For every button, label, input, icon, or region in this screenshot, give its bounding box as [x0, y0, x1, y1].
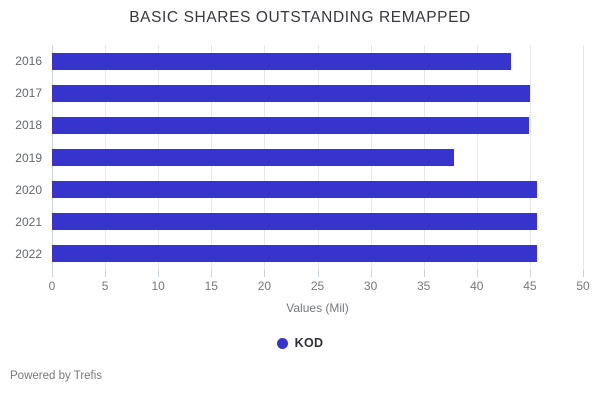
- legend-marker-icon: [276, 337, 288, 349]
- x-tick-label: 35: [417, 279, 431, 293]
- bar-2020[interactable]: [52, 181, 538, 199]
- axis-tick: [476, 270, 478, 277]
- bar-2022[interactable]: [52, 245, 538, 263]
- x-tick-label: 25: [310, 279, 325, 293]
- plot-area: [52, 45, 584, 277]
- axis-tick: [423, 270, 425, 277]
- x-tick-label: 40: [470, 279, 484, 293]
- y-tick-label: 2021: [15, 214, 42, 229]
- gridline: [476, 45, 478, 270]
- legend-series-label: KOD: [294, 336, 324, 350]
- y-tick-label: 2019: [15, 150, 42, 165]
- x-tick-label: 30: [363, 279, 378, 293]
- y-tick-label: 2022: [15, 246, 42, 261]
- x-tick-label: 5: [101, 279, 109, 293]
- axis-tick: [211, 270, 213, 277]
- y-tick-label: 2016: [15, 54, 42, 69]
- gridline: [583, 45, 584, 270]
- axis-tick: [529, 270, 531, 277]
- axis-tick: [583, 270, 584, 277]
- y-tick-label: 2018: [15, 118, 42, 133]
- axis-tick: [317, 270, 319, 277]
- x-tick-label: 0: [48, 279, 56, 293]
- bar-2019[interactable]: [52, 149, 455, 166]
- legend[interactable]: KOD: [0, 336, 600, 350]
- bar-2021[interactable]: [52, 213, 538, 231]
- powered-by-trefis-label: Powered by Trefis: [10, 370, 103, 382]
- axis-tick: [158, 270, 160, 277]
- x-tick-label: 20: [257, 279, 272, 293]
- bar-2018[interactable]: [52, 116, 529, 134]
- y-tick-label: 2017: [15, 86, 42, 101]
- x-tick-label: 15: [204, 279, 218, 293]
- bar-2016[interactable]: [52, 52, 511, 70]
- axis-tick: [264, 270, 266, 277]
- chart-title: BASIC SHARES OUTSTANDING REMAPPED: [129, 9, 471, 26]
- x-tick-label: 10: [151, 279, 165, 293]
- x-tick-label: 45: [523, 279, 537, 293]
- gridline: [529, 45, 531, 270]
- x-tick-label: 50: [576, 279, 590, 293]
- axis-tick: [370, 270, 372, 277]
- axis-tick: [105, 270, 107, 277]
- x-axis-title: Values (Mil): [286, 301, 349, 315]
- y-tick-label: 2020: [15, 182, 42, 197]
- axis-tick: [52, 270, 53, 277]
- bar-2017[interactable]: [52, 84, 530, 102]
